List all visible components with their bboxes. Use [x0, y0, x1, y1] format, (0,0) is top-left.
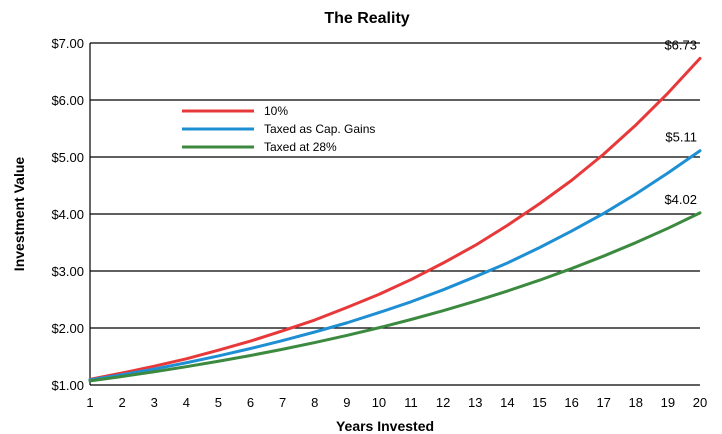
x-tick-label: 19 — [661, 395, 675, 410]
x-tick-label: 17 — [596, 395, 610, 410]
end-value-label: $4.02 — [664, 192, 697, 207]
y-tick-label: $1.00 — [51, 378, 84, 393]
y-tick-label: $2.00 — [51, 321, 84, 336]
x-tick-label: 6 — [247, 395, 254, 410]
x-tick-label: 5 — [215, 395, 222, 410]
legend: 10% Taxed as Cap. Gains Taxed at 28% — [182, 104, 375, 154]
y-tick-label: $6.00 — [51, 93, 84, 108]
x-tick-label: 2 — [118, 395, 125, 410]
y-tick-label: $5.00 — [51, 150, 84, 165]
x-tick-label: 12 — [436, 395, 450, 410]
x-tick-label: 16 — [564, 395, 578, 410]
x-tick-label: 7 — [279, 395, 286, 410]
x-axis-title: Years Invested — [336, 418, 434, 434]
x-tick-label: 11 — [404, 395, 418, 410]
x-tick-label: 15 — [532, 395, 546, 410]
end-value-label: $5.11 — [665, 130, 697, 145]
x-tick-label: 9 — [343, 395, 350, 410]
series-line — [88, 211, 702, 383]
x-tick-label: 10 — [372, 395, 386, 410]
legend-label: 10% — [264, 104, 288, 118]
x-tick-label: 8 — [311, 395, 318, 410]
x-tick-label: 4 — [183, 395, 190, 410]
gridlines — [89, 42, 700, 386]
x-tick-label: 3 — [151, 395, 158, 410]
series-lines — [88, 56, 702, 383]
series-line — [88, 149, 702, 382]
chart-title: The Reality — [324, 10, 409, 27]
x-tick-label: 13 — [468, 395, 482, 410]
y-axis-ticks: $1.00 $2.00 $3.00 $4.00 $5.00 $6.00 $7.00 — [51, 36, 84, 393]
x-tick-label: 20 — [693, 395, 707, 410]
x-axis-ticks: 1 2 3 4 5 6 7 8 9 10 11 12 13 14 15 16 17 18 19 20 — [86, 395, 707, 410]
x-tick-label: 14 — [500, 395, 514, 410]
y-tick-label: $3.00 — [51, 264, 84, 279]
y-tick-label: $7.00 — [51, 36, 84, 51]
y-tick-label: $4.00 — [51, 207, 84, 222]
y-axis-title: Investment Value — [11, 157, 27, 272]
x-tick-label: 1 — [86, 395, 93, 410]
end-value-labels: $6.73 $5.11 $4.02 — [664, 37, 697, 206]
legend-label: Taxed at 28% — [264, 140, 337, 154]
end-value-label: $6.73 — [664, 37, 697, 52]
x-tick-label: 18 — [629, 395, 643, 410]
legend-label: Taxed as Cap. Gains — [264, 122, 375, 136]
series-line — [88, 56, 702, 381]
